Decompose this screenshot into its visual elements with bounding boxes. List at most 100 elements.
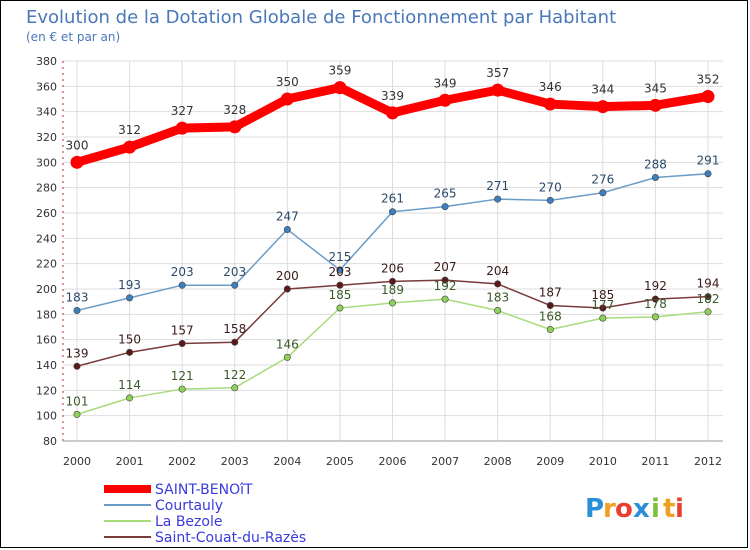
x-tick-label: 2006 [379,455,407,468]
y-tick-label: 320 [36,131,57,144]
data-point [651,313,659,321]
y-tick-label: 260 [36,207,57,220]
y-tick-label: 300 [36,156,57,169]
logo-letter: t [663,494,675,524]
data-point [123,140,137,154]
data-point [704,308,712,316]
y-tick-label: 140 [36,359,57,372]
data-label: 345 [644,81,667,95]
data-point [388,277,396,285]
data-point [336,281,344,289]
data-point [178,339,186,347]
data-point [336,266,344,274]
x-tick-label: 2002 [168,455,196,468]
data-label: 276 [591,173,614,187]
data-label: 194 [697,277,720,291]
data-point [126,294,134,302]
data-point [704,170,712,178]
data-point [651,295,659,303]
y-tick-label: 220 [36,258,57,271]
y-tick-label: 240 [36,232,57,245]
data-point [70,155,84,169]
series-group [70,81,715,418]
chart-title: Evolution de la Dotation Globale de Fonc… [26,7,616,28]
data-label: 327 [171,104,194,118]
data-label: 189 [381,283,404,297]
data-label: 339 [381,89,404,103]
y-tick-label: 120 [36,384,57,397]
data-point [441,295,449,303]
data-label: 150 [118,332,141,346]
data-label: 192 [644,279,667,293]
data-point [280,92,294,106]
data-label: 261 [381,192,404,206]
data-point [599,304,607,312]
x-tick-label: 2012 [694,455,722,468]
data-label: 346 [539,80,562,94]
axes: 80 100 120 140 160 180 200 220 240 260 280 300 320 34… [36,55,723,468]
data-point [651,174,659,182]
logo-letter: r [603,494,616,524]
data-label: 121 [171,369,194,383]
data-point [701,89,715,103]
data-point [231,338,239,346]
y-tick-label: 340 [36,106,57,119]
logo-letter: i [675,494,684,524]
y-tick-label: 160 [36,334,57,347]
data-label: 206 [381,261,404,275]
data-label: 203 [171,265,194,279]
data-label: 183 [486,291,509,305]
data-label: 177 [591,298,614,312]
data-point [126,394,134,402]
data-point [596,100,610,114]
data-point [441,276,449,284]
data-point [175,121,189,135]
data-point [441,203,449,211]
x-tick-label: 2005 [326,455,354,468]
data-label: 328 [223,103,246,117]
data-point [333,81,347,95]
data-labels: 300 312 327 328 350 359 339 349 357 346 344 345 352 1… [66,64,720,409]
x-tick-label: 2010 [589,455,617,468]
data-point [388,299,396,307]
data-point [388,208,396,216]
legend-label: SAINT-BENOîT [155,482,253,498]
data-label: 344 [591,83,614,97]
x-tick-label: 2003 [221,455,249,468]
data-label: 215 [328,250,351,264]
y-tick-label: 80 [43,435,57,448]
legend-label: Saint-Couat-du-Razès [155,530,306,546]
data-label: 182 [697,292,720,306]
data-point [73,362,81,370]
data-point [178,385,186,393]
data-point [231,281,239,289]
logo-letter: i [651,494,660,524]
data-label: 207 [434,260,457,274]
data-point [543,97,557,111]
logo-letter: o [615,494,633,524]
data-label: 312 [118,123,141,137]
chart-subtitle: (en € et par an) [26,30,120,44]
data-label: 122 [223,368,246,382]
data-label: 349 [434,76,457,90]
data-point [546,301,554,309]
data-label: 157 [171,323,194,337]
data-point [228,120,242,134]
data-label: 192 [434,279,457,293]
data-label: 350 [276,75,299,89]
data-label: 352 [697,72,720,86]
data-label: 101 [66,394,89,408]
x-tick-label: 2007 [431,455,459,468]
data-point [73,307,81,315]
data-point [491,83,505,97]
data-label: 204 [486,264,509,278]
data-point [599,189,607,197]
x-tick-label: 2009 [536,455,564,468]
x-tick-label: 2008 [484,455,512,468]
data-point [494,307,502,315]
data-point [283,285,291,293]
data-label: 139 [66,346,89,360]
x-tick-label: 2011 [641,455,669,468]
